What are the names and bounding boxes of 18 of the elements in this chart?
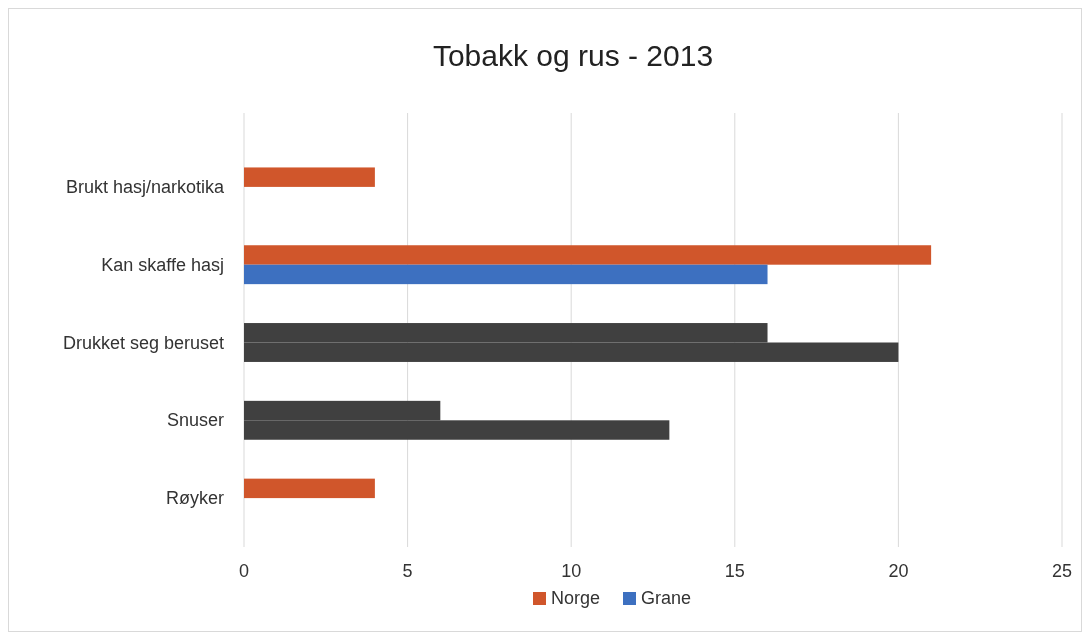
chart-title: Tobakk og rus - 2013 xyxy=(432,39,714,72)
x-tick-label: 15 xyxy=(724,561,745,581)
bar xyxy=(244,478,375,499)
y-tick-label: Drukket seg beruset xyxy=(62,332,224,353)
legend-label: Grane xyxy=(641,588,692,608)
bar xyxy=(244,245,932,265)
bar xyxy=(244,167,375,187)
x-tick-label: 20 xyxy=(888,561,909,581)
y-tick-label: Røyker xyxy=(166,488,224,509)
x-tick-label: 25 xyxy=(1051,561,1073,581)
y-tick-label: Brukt hasj/narkotika xyxy=(65,176,225,197)
x-tick-label: 0 xyxy=(238,561,250,581)
x-tick-label: 5 xyxy=(402,561,413,581)
y-tick-label: Kan skaffe hasj xyxy=(101,254,224,275)
x-tick-label: 10 xyxy=(561,561,582,581)
bar xyxy=(244,264,768,285)
legend-label: Norge xyxy=(551,588,601,608)
y-tick-label: Snuser xyxy=(166,410,224,431)
